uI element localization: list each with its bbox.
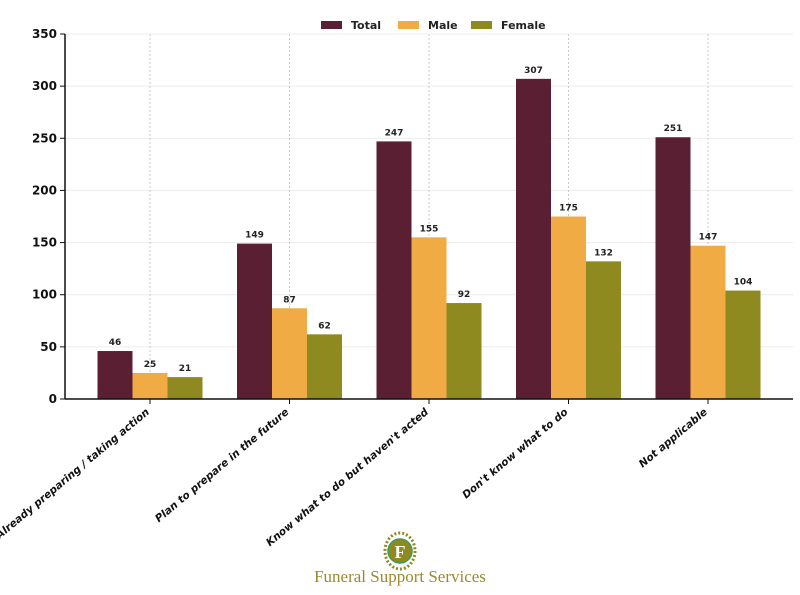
y-tick-label: 50 — [40, 340, 57, 354]
x-tick-label: Not applicable — [637, 406, 710, 470]
bar-total — [237, 243, 272, 399]
legend-label-total: Total — [351, 19, 381, 32]
bar-total — [655, 137, 691, 399]
data-label: 251 — [664, 124, 683, 134]
legend-swatch-total — [321, 21, 342, 29]
bar-female — [446, 303, 482, 399]
data-label: 46 — [109, 338, 122, 348]
y-tick-label: 350 — [32, 27, 57, 41]
data-label: 87 — [283, 295, 296, 305]
y-tick-label: 100 — [32, 288, 57, 302]
x-tick-label: Plan to prepare in the future — [153, 406, 291, 525]
data-label: 147 — [699, 233, 718, 243]
bar-male — [272, 308, 307, 399]
legend: Total Male Female — [321, 19, 546, 32]
data-label: 92 — [458, 290, 471, 300]
data-label: 247 — [385, 128, 404, 138]
data-label: 149 — [245, 231, 264, 241]
bar-male — [132, 372, 168, 399]
x-tick-label: Know what to do but haven't acted — [264, 406, 431, 549]
legend-swatch-female — [471, 21, 492, 29]
bar-male — [690, 245, 726, 399]
logo-letter: F — [395, 542, 406, 562]
data-label: 155 — [420, 224, 439, 234]
bar-total — [376, 141, 412, 399]
legend-label-male: Male — [428, 19, 458, 32]
bar-total — [516, 78, 551, 399]
bar-female — [725, 290, 761, 399]
y-tick-label: 0 — [49, 392, 57, 406]
y-tick-label: 300 — [32, 79, 57, 93]
data-label: 25 — [144, 360, 157, 370]
bar-female — [586, 261, 621, 399]
y-tick-label: 200 — [32, 183, 57, 197]
data-label: 62 — [318, 321, 331, 331]
brand-name: Funeral Support Services — [314, 567, 486, 586]
brand-logo: F — [383, 531, 417, 571]
data-label: 104 — [734, 278, 753, 288]
legend-label-female: Female — [501, 19, 546, 32]
data-label: 132 — [594, 248, 613, 258]
bar-female — [307, 334, 342, 399]
x-tick-label: Don't know what to do — [460, 406, 570, 501]
data-label: 307 — [524, 66, 543, 76]
x-tick-label: Already preparing / taking action — [0, 406, 152, 542]
bar-total — [97, 351, 133, 399]
data-label: 21 — [179, 364, 192, 374]
data-label: 175 — [559, 204, 578, 214]
bar-male — [411, 237, 447, 399]
legend-swatch-male — [398, 21, 419, 29]
y-tick-label: 250 — [32, 131, 57, 145]
bar-male — [551, 216, 586, 399]
bar-female — [167, 377, 203, 399]
y-tick-label: 150 — [32, 236, 57, 250]
